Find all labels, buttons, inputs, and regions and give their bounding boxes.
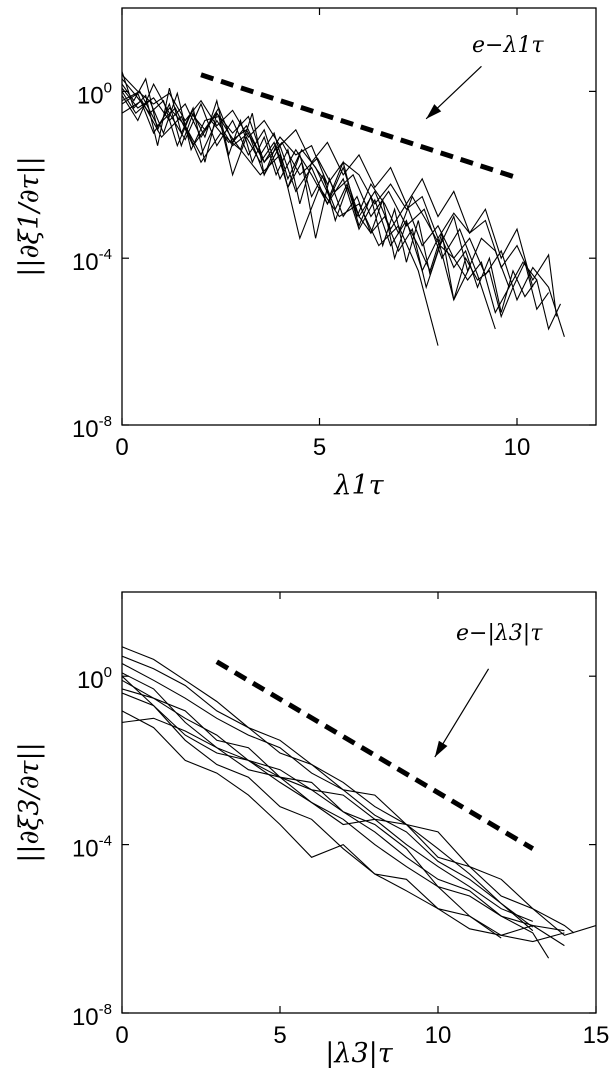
bottom-series-group (122, 646, 596, 959)
top-series-line-8 (122, 87, 558, 317)
top-annotation-arrowhead (426, 104, 442, 119)
top-series-line-3 (122, 82, 565, 337)
bottom-x-tick-label-10: 10 (425, 1022, 452, 1049)
bottom-x-axis-label: |λ3|τ (325, 1038, 393, 1068)
top-y-axis-label: ||∂ξ1/∂τ|| (14, 156, 45, 276)
bottom-annotation-arrowhead (434, 740, 448, 758)
bottom-annotation-label: e−|λ3|τ (456, 621, 543, 646)
bottom-ticks: 0 5 10 15 100 10-4 10-8 (72, 592, 609, 1049)
bottom-plot-frame (121, 591, 597, 1014)
top-reference-line (200, 72, 518, 181)
bottom-series-line-3 (122, 717, 596, 936)
top-series-line-6 (122, 78, 538, 289)
top-annotation-label: e−λ1τ (472, 33, 544, 58)
top-y-tick-label--8: 10-8 (72, 413, 112, 443)
bottom-x-tick-label-5: 5 (273, 1022, 286, 1049)
bottom-series-line-5 (122, 679, 534, 922)
bottom-series-line-10 (122, 675, 502, 939)
bottom-series-line-1 (122, 646, 534, 928)
top-x-axis-label: λ1τ (333, 470, 384, 501)
panel-top: e−λ1τ 0 5 10 100 10-4 10-8 λ1τ ||∂ξ1/∂τ|| (14, 7, 597, 501)
bottom-series-line-6 (122, 672, 565, 932)
top-ticks: 0 5 10 100 10-4 10-8 (72, 8, 596, 461)
bottom-y-tick-label--4: 10-4 (72, 833, 112, 863)
top-series-group (122, 71, 565, 346)
top-y-tick-label--4: 10-4 (72, 246, 112, 276)
bottom-series-line-8 (122, 710, 565, 947)
panel-bottom: e−|λ3|τ 0 5 10 15 100 10-4 10-8 |λ3|τ ||∂ξ3/∂τ… (14, 591, 609, 1068)
bottom-series-line-9 (122, 663, 534, 932)
top-series-line-7 (122, 99, 439, 346)
top-series-line-5 (122, 92, 471, 302)
bottom-series-line-2 (122, 655, 575, 934)
bottom-series-line-7 (122, 688, 550, 959)
bottom-x-tick-label-0: 0 (115, 1022, 128, 1049)
top-series-line-2 (122, 71, 550, 319)
top-plot-frame (121, 7, 597, 426)
bottom-reference-line (215, 659, 535, 851)
top-x-tick-label-10: 10 (504, 434, 531, 461)
top-x-tick-label-0: 0 (115, 434, 128, 461)
bottom-y-tick-label-0: 100 (77, 664, 112, 694)
bottom-series-line-4 (122, 692, 565, 943)
bottom-annotation-arrow (434, 668, 490, 758)
top-y-tick-label-0: 100 (77, 79, 112, 109)
top-x-tick-label-5: 5 (313, 434, 326, 461)
top-series-line-10 (122, 74, 534, 288)
top-series-line-4 (122, 91, 510, 314)
bottom-y-axis-label: ||∂ξ3/∂τ|| (14, 742, 45, 862)
bottom-x-tick-label-15: 15 (583, 1022, 610, 1049)
bottom-y-tick-label--8: 10-8 (72, 1001, 112, 1031)
top-series-line-9 (122, 90, 496, 330)
